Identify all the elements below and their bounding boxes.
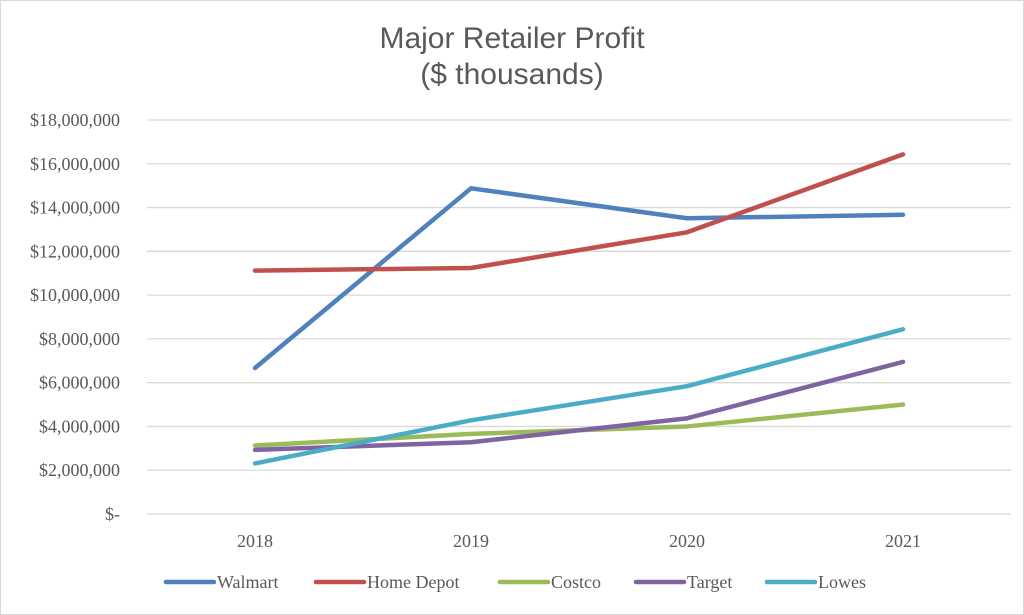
legend-item: Target <box>633 572 732 592</box>
y-tick-label: $6,000,000 <box>39 373 120 393</box>
chart-title: Major Retailer Profit <box>379 22 645 55</box>
x-tick-label: 2020 <box>669 531 705 551</box>
y-tick-label: $14,000,000 <box>30 198 120 218</box>
legend-label: Costco <box>551 572 601 592</box>
y-tick-label: $4,000,000 <box>39 416 120 436</box>
series-line-target <box>252 359 906 453</box>
y-tick-label: $16,000,000 <box>30 154 120 174</box>
series-line-home-depot <box>252 152 906 273</box>
y-tick-label: $10,000,000 <box>30 285 120 305</box>
x-tick-label: 2018 <box>237 531 273 551</box>
series-line-lowes <box>252 327 906 466</box>
y-tick-label: $8,000,000 <box>39 329 120 349</box>
legend-item: Costco <box>497 572 601 592</box>
legend-item: Lowes <box>764 572 866 592</box>
y-tick-label: $2,000,000 <box>39 460 120 480</box>
y-tick-label: $18,000,000 <box>30 110 120 130</box>
series-line-walmart <box>252 186 906 371</box>
chart-subtitle: ($ thousands) <box>420 58 603 91</box>
legend-item: Home Depot <box>313 572 459 592</box>
legend-label: Target <box>687 572 732 592</box>
y-tick-label: $- <box>105 504 120 524</box>
legend-label: Lowes <box>818 572 866 592</box>
y-tick-label: $12,000,000 <box>30 241 120 261</box>
legend-item: Walmart <box>163 572 279 592</box>
legend-label: Walmart <box>217 572 279 592</box>
x-tick-label: 2019 <box>453 531 489 551</box>
legend-label: Home Depot <box>367 572 459 592</box>
x-tick-label: 2021 <box>885 531 921 551</box>
